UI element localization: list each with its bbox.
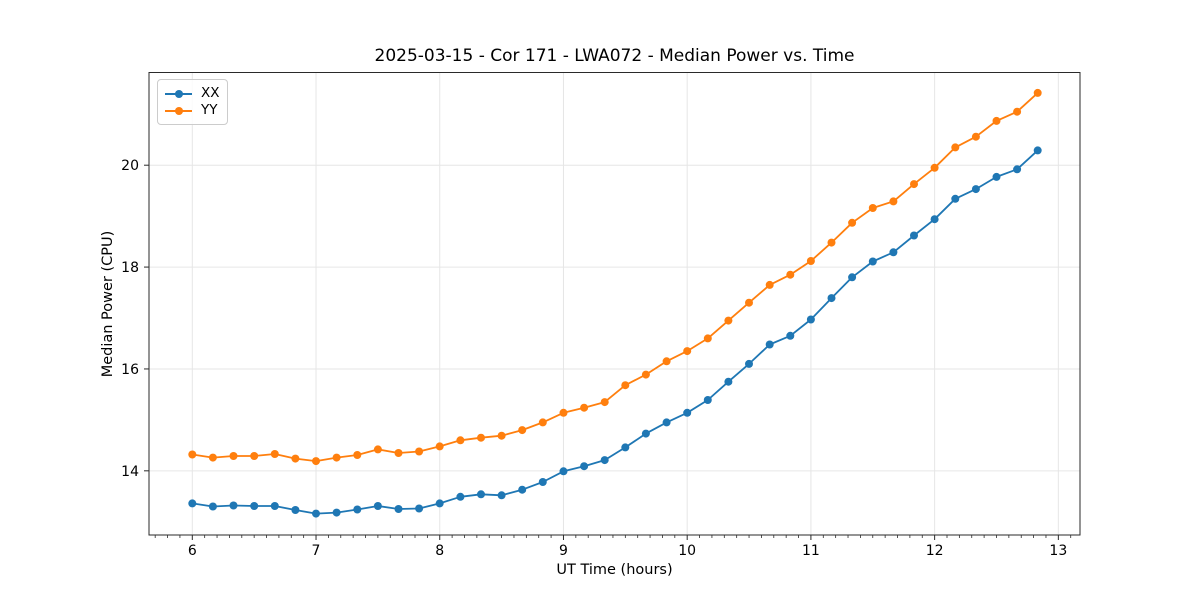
legend-marker-yy-icon: [165, 106, 192, 116]
legend-item-yy: YY: [165, 102, 219, 119]
x-tick-label: 6: [188, 543, 197, 559]
legend-label-yy: YY: [201, 101, 218, 118]
x-tick-label: 11: [802, 543, 820, 559]
x-tick-label: 13: [1049, 543, 1067, 559]
y-tick-label: 16: [121, 362, 139, 378]
x-tick-label: 7: [312, 543, 321, 559]
legend-label-xx: XX: [201, 84, 220, 101]
x-tick-label: 9: [559, 543, 568, 559]
x-tick-label: 8: [435, 543, 444, 559]
y-tick-label: 14: [121, 464, 139, 480]
x-axis-label: UT Time (hours): [556, 562, 673, 578]
legend-item-xx: XX: [165, 84, 220, 102]
legend: XX YY: [157, 79, 228, 125]
x-tick-label: 10: [678, 543, 696, 559]
y-tick-label: 18: [121, 260, 139, 276]
y-axis-label: Median Power (CPU): [100, 230, 116, 378]
x-tick-label: 12: [926, 543, 944, 559]
legend-marker-xx-icon: [165, 89, 192, 99]
chart-title: 2025-03-15 - Cor 171 - LWA072 - Median P…: [374, 46, 855, 66]
y-tick-label: 20: [121, 158, 139, 174]
